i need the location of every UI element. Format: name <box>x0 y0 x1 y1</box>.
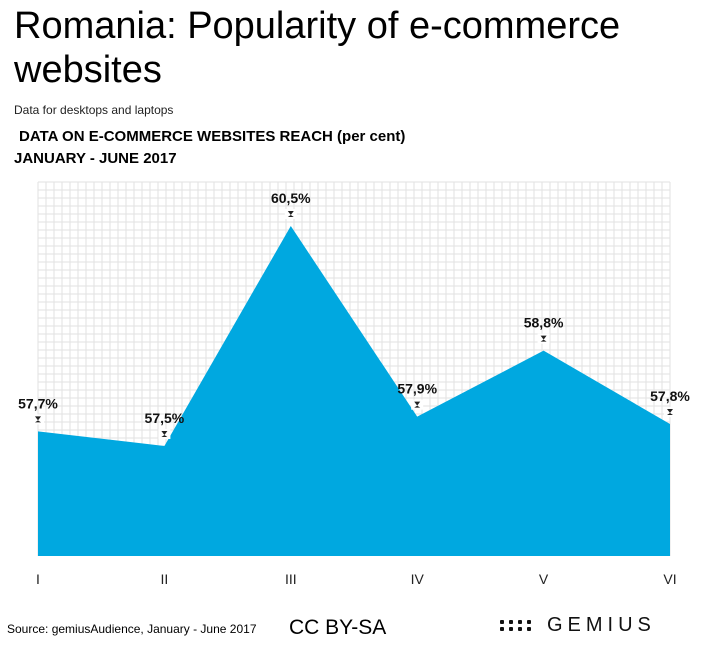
chart-title: DATA ON E-COMMERCE WEBSITES REACH (per c… <box>19 128 406 145</box>
subtitle: Data for desktops and laptops <box>14 103 174 117</box>
data-point-marker <box>35 416 41 423</box>
logo-dots-icon <box>500 620 533 631</box>
data-label: 58,8% <box>524 315 564 331</box>
x-tick-label: I <box>36 571 40 587</box>
x-tick-label: V <box>539 571 549 587</box>
chart-subtitle: JANUARY - JUNE 2017 <box>14 150 177 167</box>
license-label: CC BY-SA <box>289 616 387 639</box>
brand-name: GEMIUS <box>547 614 656 636</box>
x-tick-label: III <box>285 571 297 587</box>
area-series <box>38 226 670 556</box>
data-label: 57,5% <box>145 410 185 426</box>
x-tick-label: VI <box>663 571 676 587</box>
data-point-marker <box>667 409 673 415</box>
data-label: 57,7% <box>18 395 58 411</box>
data-point-marker <box>161 431 168 437</box>
data-label: 57,9% <box>397 381 437 397</box>
x-tick-label: IV <box>411 571 425 587</box>
data-point-marker <box>540 335 547 342</box>
data-label: 60,5% <box>271 190 311 206</box>
page-title: Romania: Popularity of e-commerce websit… <box>14 5 621 91</box>
data-point-marker <box>414 401 421 408</box>
gemius-logo: GEMIUS <box>500 614 656 637</box>
source-note: Source: gemiusAudience, January - June 2… <box>7 622 257 636</box>
x-tick-label: II <box>161 571 169 587</box>
data-point-marker <box>287 211 294 217</box>
area-chart: 57,7% I 57,5% II 60,5% III 57,9% IV 58,8% V 57,8% V… <box>18 181 690 587</box>
data-label: 57,8% <box>650 388 690 404</box>
